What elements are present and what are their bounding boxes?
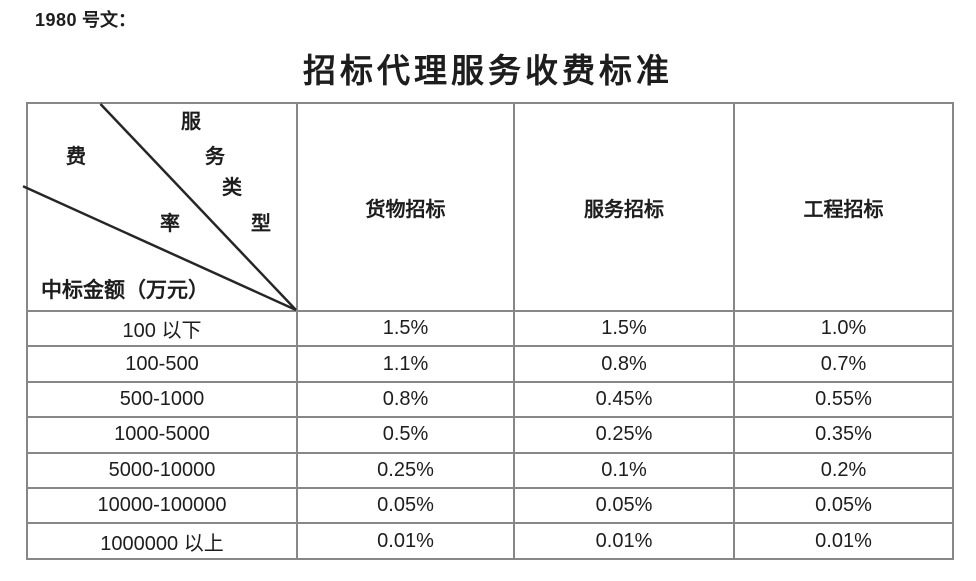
diag-type-char-2: 务: [205, 146, 225, 168]
rate-cell: 0.05%: [296, 486, 515, 525]
column-header-services: 服务招标: [513, 102, 735, 312]
amount-axis-label: 中标金额（万元）: [41, 278, 209, 302]
rate-cell: 0.25%: [296, 451, 515, 489]
amount-range-cell: 5000-10000: [26, 451, 298, 489]
table-header-row: 服 务 类 型 费 率 中标金额（万元） 货物招标 服务招标 工程招标: [22, 102, 954, 312]
table-row: 100-500 1.1% 0.8% 0.7%: [26, 345, 954, 383]
rate-cell: 0.25%: [513, 416, 735, 454]
table-row: 10000-100000 0.05% 0.05% 0.05%: [26, 486, 954, 525]
diag-type-char-1: 服: [181, 111, 201, 133]
diagonal-header-cell: 服 务 类 型 费 率 中标金额（万元）: [22, 102, 298, 312]
amount-range-cell: 500-1000: [26, 380, 298, 419]
table-row: 5000-10000 0.25% 0.1% 0.2%: [26, 451, 954, 489]
rate-cell: 0.45%: [513, 380, 735, 419]
rate-cell: 0.5%: [296, 416, 515, 454]
doc-reference-label: 号文：: [82, 10, 137, 30]
diag-type-char-4: 型: [251, 213, 271, 235]
rate-cell: 0.05%: [733, 486, 954, 525]
column-header-goods: 货物招标: [296, 102, 515, 312]
rate-cell: 0.55%: [733, 380, 954, 419]
table-row: 1000000 以上 0.01% 0.01% 0.01%: [26, 522, 954, 560]
rate-cell: 0.7%: [733, 345, 954, 383]
rate-cell: 1.1%: [296, 345, 515, 383]
rate-cell: 0.8%: [513, 345, 735, 383]
fee-standard-table: 服 务 类 型 费 率 中标金额（万元） 货物招标 服务招标 工程招标 100 …: [22, 102, 954, 560]
rate-cell: 1.5%: [513, 309, 735, 348]
rate-cell: 1.0%: [733, 309, 954, 348]
rate-cell: 0.01%: [513, 522, 735, 560]
rate-cell: 0.1%: [513, 451, 735, 489]
diagonal-lines: [22, 103, 297, 312]
diag-rate-char-1: 费: [66, 146, 86, 168]
table-row: 500-1000 0.8% 0.45% 0.55%: [26, 380, 954, 419]
rate-cell: 0.01%: [296, 522, 515, 560]
doc-reference-number: 1980: [35, 10, 78, 30]
diag-type-char-3: 类: [222, 177, 242, 199]
rate-cell: 0.2%: [733, 451, 954, 489]
doc-reference: 1980 号文：: [35, 6, 136, 32]
table-row: 1000-5000 0.5% 0.25% 0.35%: [26, 416, 954, 454]
rate-cell: 0.01%: [733, 522, 954, 560]
amount-range-cell: 100 以下: [26, 309, 298, 348]
amount-range-cell: 1000-5000: [26, 416, 298, 454]
page-title: 招标代理服务收费标准: [303, 54, 673, 90]
amount-range-cell: 100-500: [26, 345, 298, 383]
amount-range-cell: 1000000 以上: [26, 522, 298, 560]
rate-cell: 0.35%: [733, 416, 954, 454]
column-header-engineering: 工程招标: [733, 102, 954, 312]
diag-rate-char-2: 率: [160, 213, 180, 235]
rate-cell: 0.8%: [296, 380, 515, 419]
rate-cell: 1.5%: [296, 309, 515, 348]
rate-cell: 0.05%: [513, 486, 735, 525]
table-row: 100 以下 1.5% 1.5% 1.0%: [26, 309, 954, 348]
amount-range-cell: 10000-100000: [26, 486, 298, 525]
